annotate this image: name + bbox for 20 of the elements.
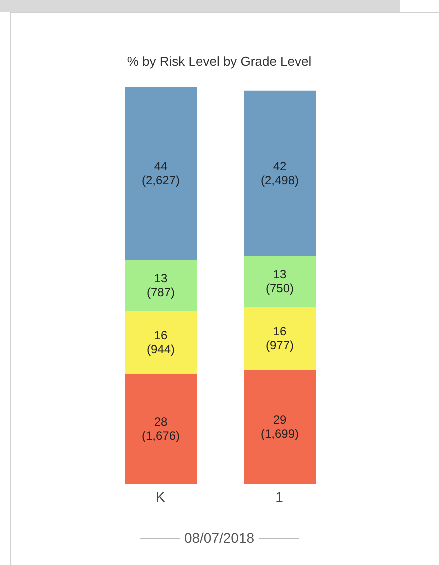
data-label: 13 (787) <box>146 272 176 300</box>
bar <box>125 260 197 312</box>
x-tick-label: K <box>156 488 166 505</box>
bar <box>125 374 197 484</box>
data-label: 42 (2,498) <box>260 159 300 188</box>
bar <box>244 307 316 370</box>
bar <box>244 256 316 308</box>
x-tick-label: 1 <box>276 488 284 505</box>
bar <box>244 370 316 484</box>
data-label: 13 (750) <box>266 268 294 296</box>
data-label: 28 (1,676) <box>142 414 180 443</box>
data-label: 16 (944) <box>146 328 176 356</box>
bar <box>244 90 316 256</box>
x-axis-title: 08/07/2018 <box>184 530 255 546</box>
bar <box>125 87 197 260</box>
data-label: 44 (2,627) <box>142 159 180 188</box>
data-label: 16 (977) <box>266 324 294 353</box>
bar <box>125 311 197 374</box>
data-label: 29 (1,699) <box>260 413 300 442</box>
chart-title: % by Risk Level by Grade Level <box>126 54 313 69</box>
